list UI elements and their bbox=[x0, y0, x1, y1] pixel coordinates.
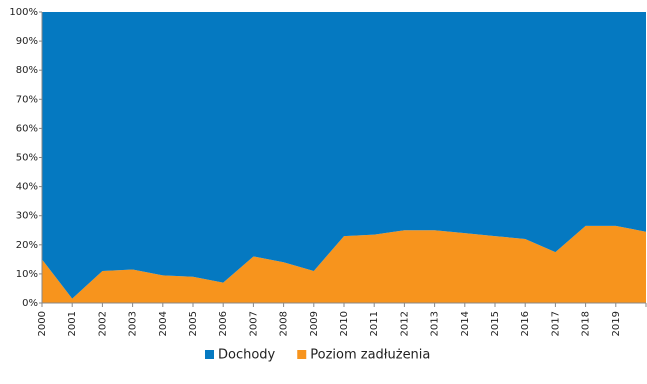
x-tick-label: 2006 bbox=[218, 311, 229, 336]
x-tick-label: 2001 bbox=[67, 311, 78, 336]
y-tick-label: 30% bbox=[16, 211, 38, 222]
y-tick-label: 0% bbox=[22, 298, 38, 309]
x-tick-label: 2017 bbox=[550, 311, 561, 336]
x-tick-label: 2007 bbox=[248, 311, 259, 336]
y-tick-label: 10% bbox=[16, 269, 38, 280]
x-tick-label: 2004 bbox=[158, 311, 169, 336]
x-tick-label: 2008 bbox=[279, 311, 290, 336]
y-tick-label: 20% bbox=[16, 240, 38, 251]
legend-swatch bbox=[205, 350, 214, 359]
x-tick-label: 2018 bbox=[581, 311, 592, 336]
area bbox=[42, 12, 646, 299]
legend-swatch bbox=[297, 350, 307, 359]
x-tick-label: 2011 bbox=[369, 311, 380, 336]
x-tick-label: 2002 bbox=[97, 311, 108, 336]
y-tick-label: 40% bbox=[16, 182, 38, 193]
x-tick-label: 2016 bbox=[520, 311, 531, 336]
y-tick-label: 100% bbox=[9, 7, 38, 18]
y-tick-label: 50% bbox=[16, 153, 38, 164]
x-tick-label: 2014 bbox=[460, 311, 471, 336]
legend-label: Poziom zadłużenia bbox=[310, 348, 430, 363]
x-tick-label: 2019 bbox=[611, 311, 622, 336]
x-tick-label: 2013 bbox=[430, 311, 441, 336]
x-tick-label: 2015 bbox=[490, 311, 501, 336]
y-tick-label: 60% bbox=[16, 123, 38, 134]
y-tick-label: 70% bbox=[16, 94, 38, 105]
y-tick-label: 90% bbox=[16, 36, 38, 47]
x-tick-label: 2010 bbox=[339, 311, 350, 336]
x-tick-label: 2000 bbox=[37, 311, 48, 336]
y-tick-label: 80% bbox=[16, 65, 38, 76]
x-tick-label: 2003 bbox=[128, 311, 139, 336]
x-tick-label: 2009 bbox=[309, 311, 320, 336]
x-tick-label: 2005 bbox=[188, 311, 199, 336]
x-tick-label: 2012 bbox=[399, 311, 410, 336]
legend-label: Dochody bbox=[218, 348, 276, 363]
area bbox=[42, 225, 646, 303]
